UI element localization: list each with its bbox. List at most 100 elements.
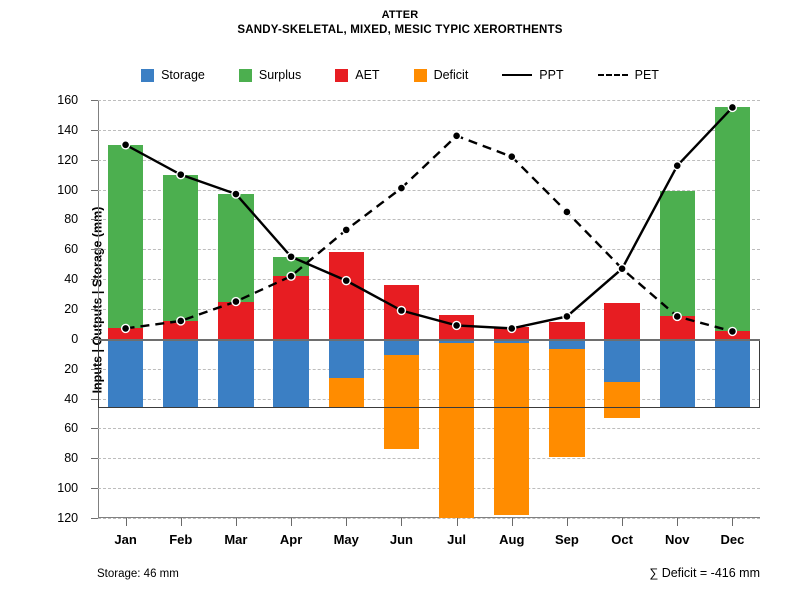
y-tick-mark (91, 129, 98, 131)
zero-line (98, 338, 760, 341)
x-tick-label-jun: Jun (389, 532, 413, 547)
legend-swatch-icon (141, 68, 155, 82)
ppt-point (451, 320, 462, 331)
pet-point (396, 183, 407, 193)
x-tick-mark (401, 518, 403, 526)
bar-segment-aet (549, 322, 585, 339)
bar-segment-storage (438, 338, 475, 344)
y-tick-mark (91, 338, 98, 340)
pet-line (125, 134, 733, 333)
ppt-point (507, 323, 517, 334)
gridline (98, 458, 760, 460)
x-tick-mark (180, 518, 182, 526)
bar-group-apr[interactable] (273, 100, 309, 518)
y-tick-mark (91, 368, 98, 370)
pet-point (120, 323, 131, 334)
y-tick-mark (91, 100, 98, 101)
bar-segment-aet (107, 328, 144, 339)
ppt-point (672, 160, 682, 171)
y-tick-label: 60 (64, 421, 79, 436)
legend-item-aet[interactable]: AET (335, 68, 380, 82)
bar-segment-storage (107, 338, 144, 408)
bar-segment-deficit (328, 377, 364, 408)
ppt-point (562, 311, 572, 322)
legend-label: Deficit (433, 68, 469, 82)
bar-group-oct[interactable] (604, 100, 640, 518)
bar-segment-deficit (549, 349, 585, 457)
gridline (98, 488, 760, 490)
bar-group-sep[interactable] (549, 100, 585, 518)
x-tick-label-oct: Oct (611, 532, 633, 547)
x-tick-mark (235, 518, 237, 526)
bar-group-mar[interactable] (218, 100, 254, 518)
y-tick-label: 100 (57, 481, 79, 496)
pet-point (341, 225, 351, 235)
y-tick-label: 60 (64, 242, 79, 257)
gridline (98, 159, 760, 161)
bar-segment-storage (328, 338, 364, 378)
ppt-point (727, 102, 738, 113)
legend-item-storage[interactable]: Storage (141, 68, 205, 82)
legend-item-surplus[interactable]: Surplus (238, 68, 302, 82)
x-tick-label-jan: Jan (114, 532, 137, 547)
gridline (98, 279, 760, 281)
pet-point (727, 326, 738, 337)
bar-segment-aet (218, 301, 254, 339)
chart-subtitle: SANDY-SKELETAL, MIXED, MESIC TYPIC XEROR… (237, 24, 563, 36)
legend-item-deficit[interactable]: Deficit (413, 68, 469, 82)
pet-point (507, 152, 517, 162)
legend-item-ppt[interactable]: PPT (502, 68, 564, 82)
bar-group-jun[interactable] (383, 100, 420, 518)
bar-segment-aet (659, 316, 695, 339)
y-tick-label: 20 (64, 361, 79, 376)
bar-segment-aet (328, 252, 364, 339)
pet-point (617, 263, 627, 274)
bar-group-feb[interactable] (163, 100, 199, 518)
y-tick-label: 140 (57, 122, 79, 137)
ppt-point (341, 275, 351, 286)
chart-title-block: ATTER SANDY-SKELETAL, MIXED, MESIC TYPIC… (0, 8, 800, 38)
x-tick-label-dec: Dec (720, 532, 745, 547)
bar-group-may[interactable] (328, 100, 364, 518)
bar-group-nov[interactable] (659, 100, 695, 518)
y-tick-label: 40 (64, 272, 79, 287)
ppt-point (176, 169, 186, 180)
gridline (98, 100, 760, 101)
y-tick-mark (91, 488, 98, 490)
legend-label: Surplus (258, 68, 302, 82)
bar-group-jan[interactable] (107, 100, 144, 518)
bar-segment-storage (218, 338, 254, 408)
bar-segment-aet (163, 320, 199, 339)
bar-segment-deficit (604, 382, 640, 418)
x-tick-mark (677, 518, 679, 526)
y-tick-label: 100 (57, 182, 79, 197)
bar-segment-storage (163, 338, 199, 408)
legend-swatch-icon (238, 68, 252, 82)
ppt-point (286, 252, 296, 262)
bar-segment-aet (604, 303, 640, 339)
y-tick-label: 120 (57, 152, 79, 167)
pet-point (672, 311, 682, 322)
pet-point (562, 207, 572, 217)
y-tick-label: 80 (64, 212, 79, 227)
y-tick-mark (91, 518, 98, 519)
gridline (98, 249, 760, 251)
x-tick-label-apr: Apr (279, 532, 303, 547)
pet-point (286, 271, 296, 281)
gridline (98, 398, 760, 400)
gridline (98, 219, 760, 221)
y-tick-label: 80 (64, 451, 79, 466)
y-tick-mark (91, 458, 98, 460)
y-tick-mark (91, 249, 98, 251)
x-tick-label-aug: Aug (499, 532, 525, 547)
legend-item-pet[interactable]: PET (597, 68, 659, 82)
y-tick-mark (91, 309, 98, 310)
gridline (98, 518, 760, 519)
x-tick-label-sep: Sep (554, 532, 579, 547)
bar-segment-storage (659, 338, 695, 408)
x-tick-label-may: May (333, 532, 359, 547)
line-series-layer (120, 102, 738, 337)
legend-label: Storage (161, 68, 205, 82)
gridline (98, 368, 760, 370)
